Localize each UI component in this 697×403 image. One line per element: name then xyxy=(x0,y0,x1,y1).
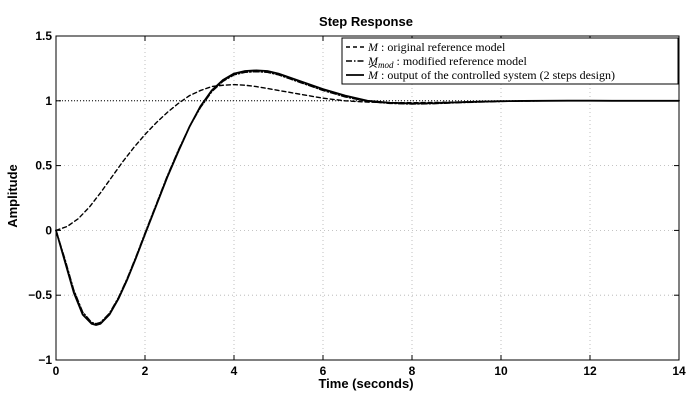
legend-label-1: Mmod : modified reference model xyxy=(367,54,527,70)
x-axis-label: Time (seconds) xyxy=(318,376,413,391)
x-tick-label: 6 xyxy=(320,364,327,378)
legend-box xyxy=(341,37,679,85)
y-tick-label: −1 xyxy=(38,353,52,367)
x-tick-label: 14 xyxy=(672,364,686,378)
x-tick-label: 12 xyxy=(583,364,597,378)
legend-label-2: M : output of the controlled system (2 s… xyxy=(367,68,615,82)
legend-hat-left xyxy=(369,64,374,68)
y-tick-label: 0.5 xyxy=(35,159,52,173)
series-line-0 xyxy=(55,83,680,232)
x-tick-label: 10 xyxy=(494,364,508,378)
grid-lines xyxy=(56,36,679,360)
plot-frame xyxy=(55,35,680,361)
x-tick-label: 8 xyxy=(409,364,416,378)
x-tick-label: 4 xyxy=(231,364,238,378)
y-tick-label: −0.5 xyxy=(28,288,52,302)
chart-title: Step Response xyxy=(319,14,413,29)
y-tick-label: 0 xyxy=(45,223,52,237)
series-lines xyxy=(55,69,680,326)
legend-label-0: M : original reference model xyxy=(367,40,506,54)
axis-ticks: 0 2 4 6 8 10 12 14 −1 −0.5 0 0.5 1 1.5 xyxy=(28,29,686,378)
series-line-1 xyxy=(55,70,680,325)
x-tick-label: 0 xyxy=(53,364,60,378)
legend-hat-right xyxy=(372,64,377,68)
x-tick-label: 2 xyxy=(142,364,149,378)
y-axis-label: Amplitude xyxy=(5,164,20,228)
y-tick-label: 1.5 xyxy=(35,29,52,43)
series-line-2 xyxy=(55,69,680,326)
y-tick-label: 1 xyxy=(45,94,52,108)
